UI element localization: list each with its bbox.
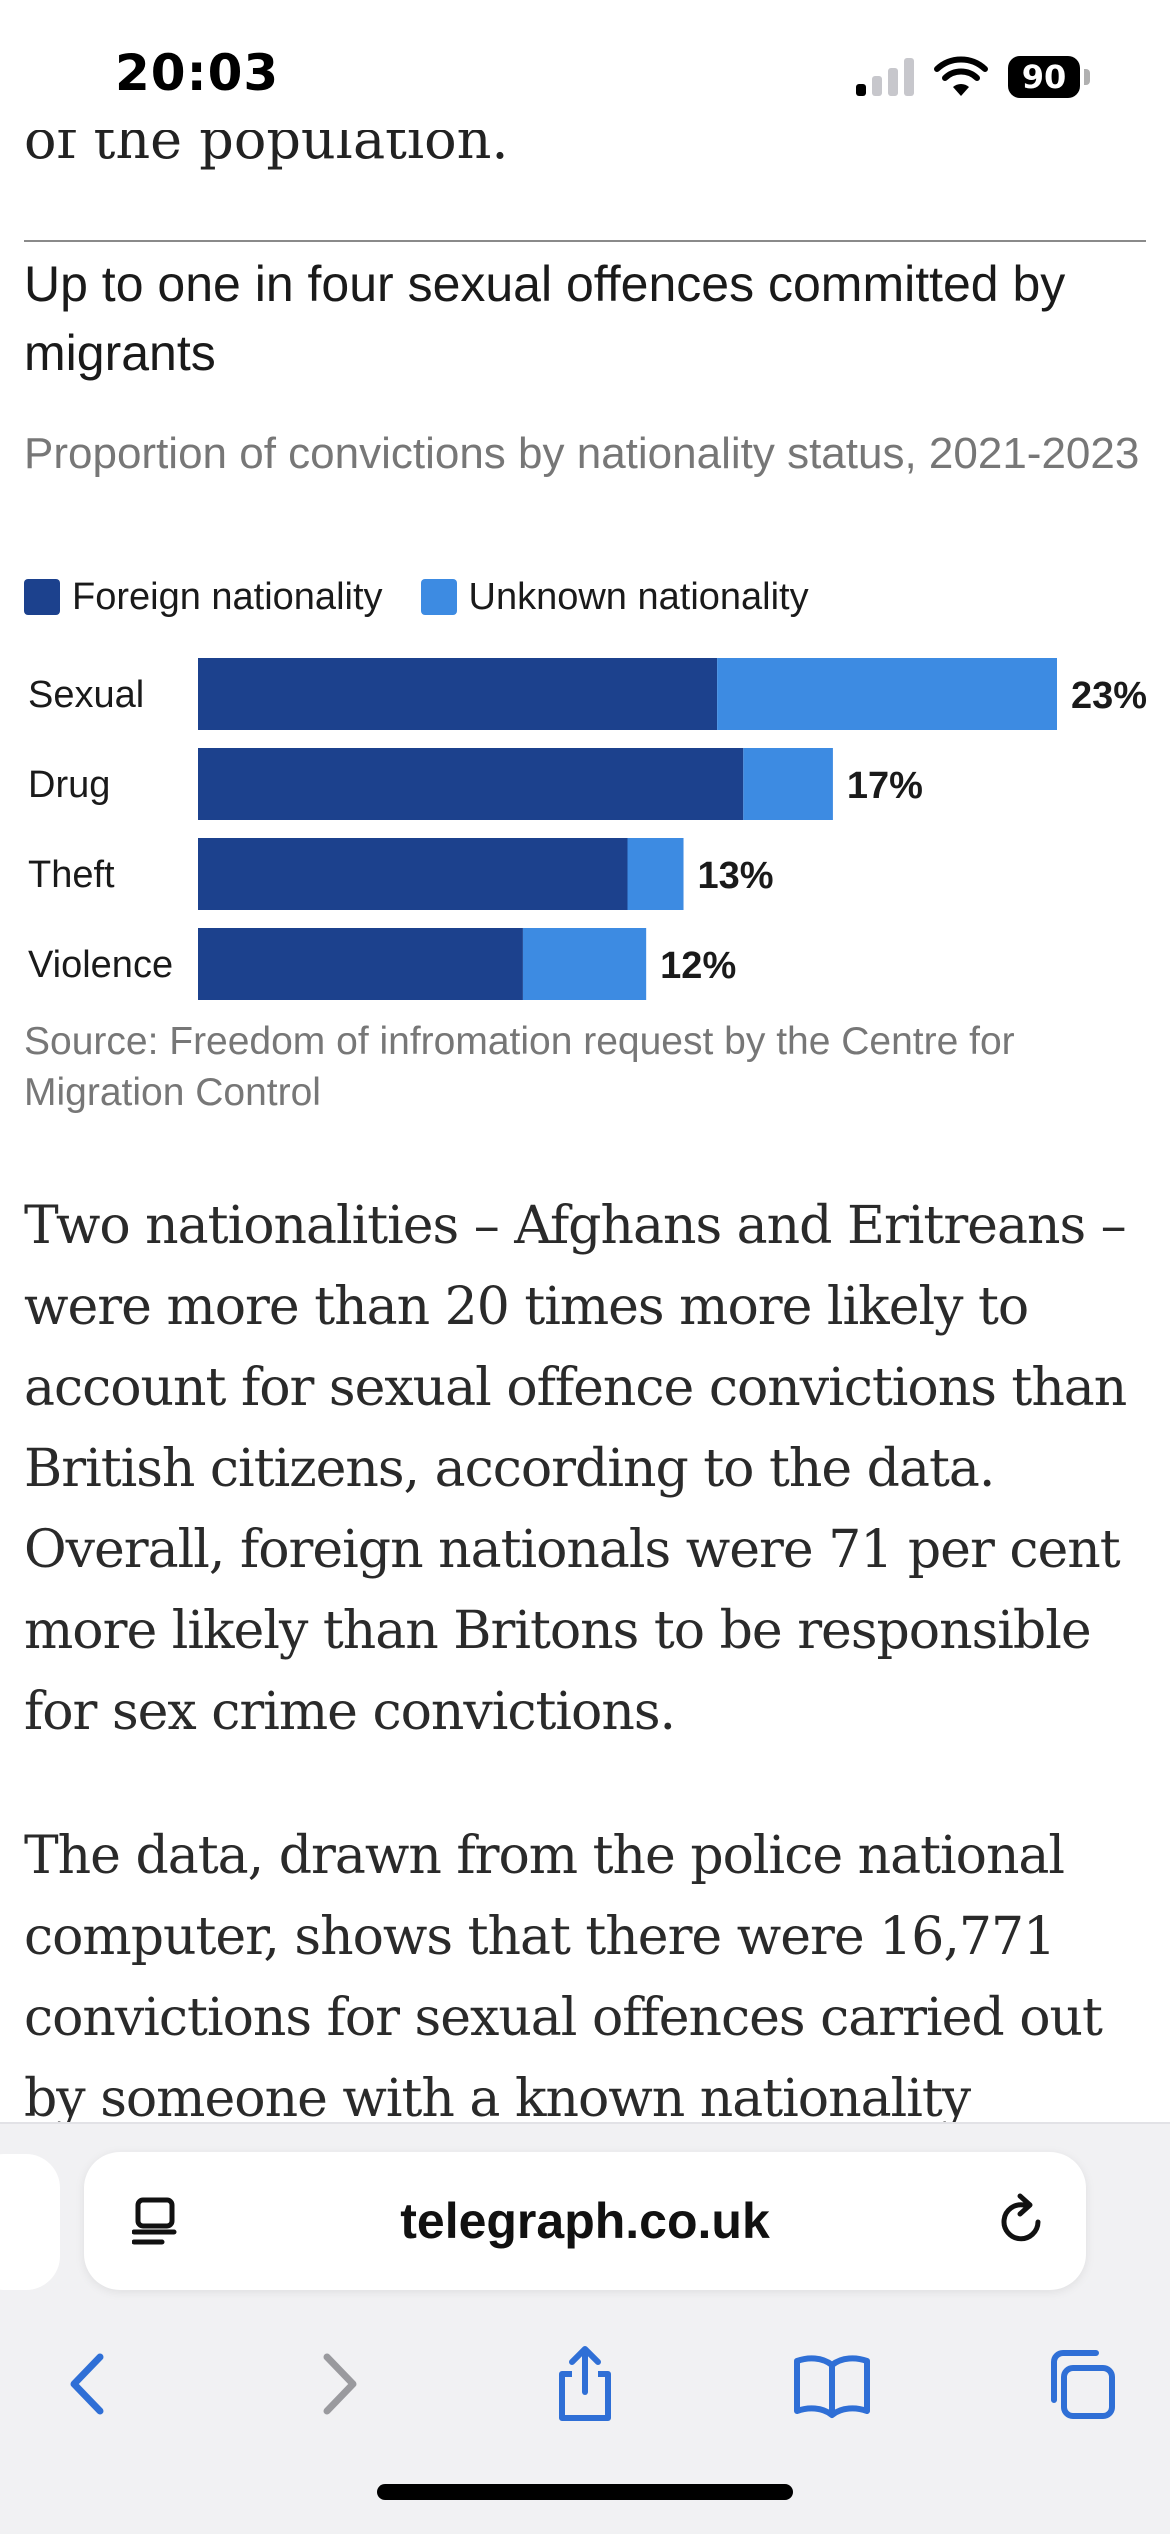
chart-subtitle: Proportion of convictions by nationality… <box>24 429 1140 478</box>
previous-tab-preview[interactable] <box>0 2154 60 2290</box>
cellular-signal-icon <box>856 58 916 96</box>
forward-chevron-icon[interactable] <box>315 2349 365 2419</box>
bar-total-label: 12% <box>660 945 736 987</box>
chart-legend: Foreign nationality Unknown nationality <box>24 572 847 622</box>
legend-label-foreign: Foreign nationality <box>72 575 383 618</box>
bar-total-label: 13% <box>698 855 774 897</box>
status-bar: 20:03 90 <box>0 0 1170 130</box>
category-label: Violence <box>28 944 173 986</box>
legend-swatch-foreign <box>24 579 60 615</box>
category-label: Theft <box>28 854 115 896</box>
legend-item-unknown: Unknown nationality <box>420 575 809 619</box>
article-paragraph: Two nationalities – Afghans and Eritrean… <box>24 1196 1127 1742</box>
back-chevron-icon[interactable] <box>62 2349 112 2419</box>
tabs-button[interactable] <box>1025 2324 1135 2444</box>
share-button[interactable] <box>530 2324 640 2444</box>
browser-toolbar: telegraph.co.uk <box>0 2122 1170 2534</box>
browser-nav-row <box>0 2324 1170 2444</box>
legend-swatch-unknown <box>420 579 457 615</box>
bar-unknown-nationality <box>627 838 684 910</box>
bar-foreign-nationality <box>198 928 523 1000</box>
reload-icon[interactable] <box>994 2192 1050 2248</box>
wifi-icon <box>934 56 988 96</box>
legend-item-foreign: Foreign nationality <box>24 576 383 619</box>
bookmarks-button[interactable] <box>777 2324 887 2444</box>
bar-foreign-nationality <box>198 748 744 820</box>
back-button[interactable] <box>32 2324 142 2444</box>
reader-mode-icon[interactable] <box>132 2196 182 2246</box>
battery-level: 90 <box>1008 56 1080 98</box>
chart-divider <box>24 240 1146 242</box>
category-label: Drug <box>28 764 110 806</box>
bar-foreign-nationality <box>198 838 628 910</box>
status-time: 20:03 <box>115 44 280 102</box>
chart-source: Source: Freedom of infromation request b… <box>24 1020 1015 1114</box>
home-indicator <box>377 2484 793 2500</box>
bar-unknown-nationality <box>522 928 647 1000</box>
legend-label-unknown: Unknown nationality <box>468 575 809 618</box>
share-icon[interactable] <box>550 2344 620 2424</box>
tabs-icon[interactable] <box>1042 2346 1118 2422</box>
chart-title: Up to one in four sexual offences commit… <box>24 256 1066 381</box>
bar-unknown-nationality <box>743 748 833 820</box>
url-text[interactable]: telegraph.co.uk <box>400 2193 770 2249</box>
category-label: Sexual <box>28 674 144 716</box>
bar-unknown-nationality <box>717 658 1057 730</box>
battery-icon: 90 <box>1008 56 1090 98</box>
stacked-bar-chart: Sexual 23% Drug 17% Theft 13% Violence 12% <box>28 658 1147 1000</box>
bookmarks-icon[interactable] <box>792 2349 872 2419</box>
bar-total-label: 23% <box>1071 675 1147 717</box>
forward-button[interactable] <box>285 2324 395 2444</box>
article-paragraph: The data, drawn from the police national… <box>24 1826 1103 2129</box>
bar-total-label: 17% <box>847 765 923 807</box>
bar-foreign-nationality <box>198 658 718 730</box>
address-bar[interactable]: telegraph.co.uk <box>84 2152 1086 2290</box>
